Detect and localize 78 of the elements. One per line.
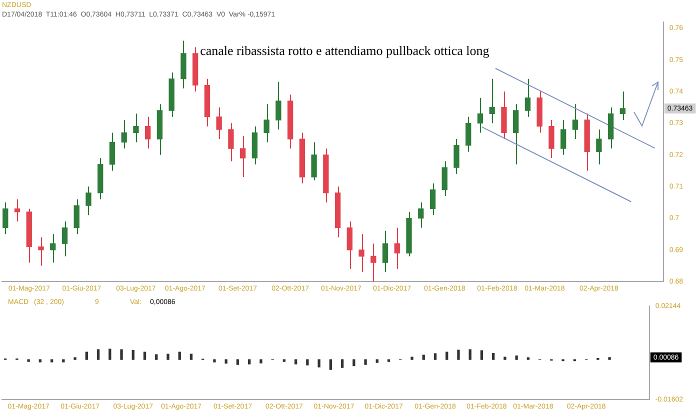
candlestick (62, 220, 68, 257)
candlestick (418, 202, 424, 228)
bar (74, 357, 76, 360)
candlestick (2, 202, 8, 235)
bar (166, 354, 170, 360)
candlestick (548, 120, 554, 159)
bar (515, 355, 518, 360)
candlestick (50, 234, 56, 264)
bar (376, 359, 378, 363)
bar (282, 359, 286, 362)
bar (260, 359, 262, 364)
candlestick (477, 97, 484, 134)
bar (306, 359, 309, 366)
candlestick (74, 198, 80, 235)
bar (224, 359, 228, 364)
bar (457, 350, 460, 360)
bar (364, 359, 367, 365)
candlestick (216, 106, 222, 140)
candlestick (560, 120, 566, 156)
bar (504, 356, 506, 360)
candlestick (596, 129, 602, 165)
bar (50, 359, 54, 362)
bar (387, 359, 390, 362)
candlestick (430, 182, 436, 216)
candlestick (311, 142, 317, 181)
candlestick (264, 104, 270, 143)
bar (85, 352, 88, 360)
candlestick (620, 91, 626, 121)
bar (62, 359, 65, 362)
candlestick (394, 227, 400, 270)
bar (96, 349, 100, 360)
bar (120, 349, 123, 360)
candlestick (442, 160, 448, 197)
candlestick (524, 78, 531, 118)
bar (446, 352, 448, 360)
bar (178, 352, 181, 360)
bar (108, 348, 112, 360)
candlestick (513, 104, 519, 165)
bar (132, 350, 134, 360)
bar (422, 354, 425, 360)
bar (410, 356, 414, 360)
candlestick (382, 230, 388, 273)
candlestick (133, 113, 139, 143)
candlestick (454, 138, 460, 174)
bar (294, 359, 298, 364)
annotation: canale ribassista rotto e attendiamo pullback ottica long (200, 43, 490, 58)
bar (340, 359, 344, 368)
bar (526, 357, 530, 360)
bar (213, 359, 216, 362)
bar (155, 354, 158, 360)
bar (468, 349, 472, 360)
candlestick (358, 234, 364, 273)
candlestick (466, 116, 472, 152)
bar (190, 354, 193, 360)
bar (329, 359, 332, 370)
bar (480, 350, 484, 360)
candlestick (145, 116, 151, 150)
bar (608, 357, 611, 360)
bar (434, 353, 437, 360)
candlestick (109, 132, 116, 172)
candlestick (346, 220, 352, 270)
candlestick (276, 82, 282, 130)
candlestick (86, 186, 92, 216)
candlestick (38, 236, 44, 266)
bar (492, 352, 495, 360)
candlestick (370, 243, 376, 282)
bar (318, 359, 320, 368)
bar (143, 352, 146, 360)
bar (27, 359, 30, 362)
candlestick (121, 120, 127, 150)
candlestick (489, 78, 495, 124)
bar (352, 359, 356, 366)
bar (236, 359, 240, 365)
bar (38, 359, 42, 362)
candlestick (240, 135, 246, 178)
candlestick (228, 122, 234, 162)
candlestick (572, 104, 578, 140)
bar (248, 359, 251, 364)
